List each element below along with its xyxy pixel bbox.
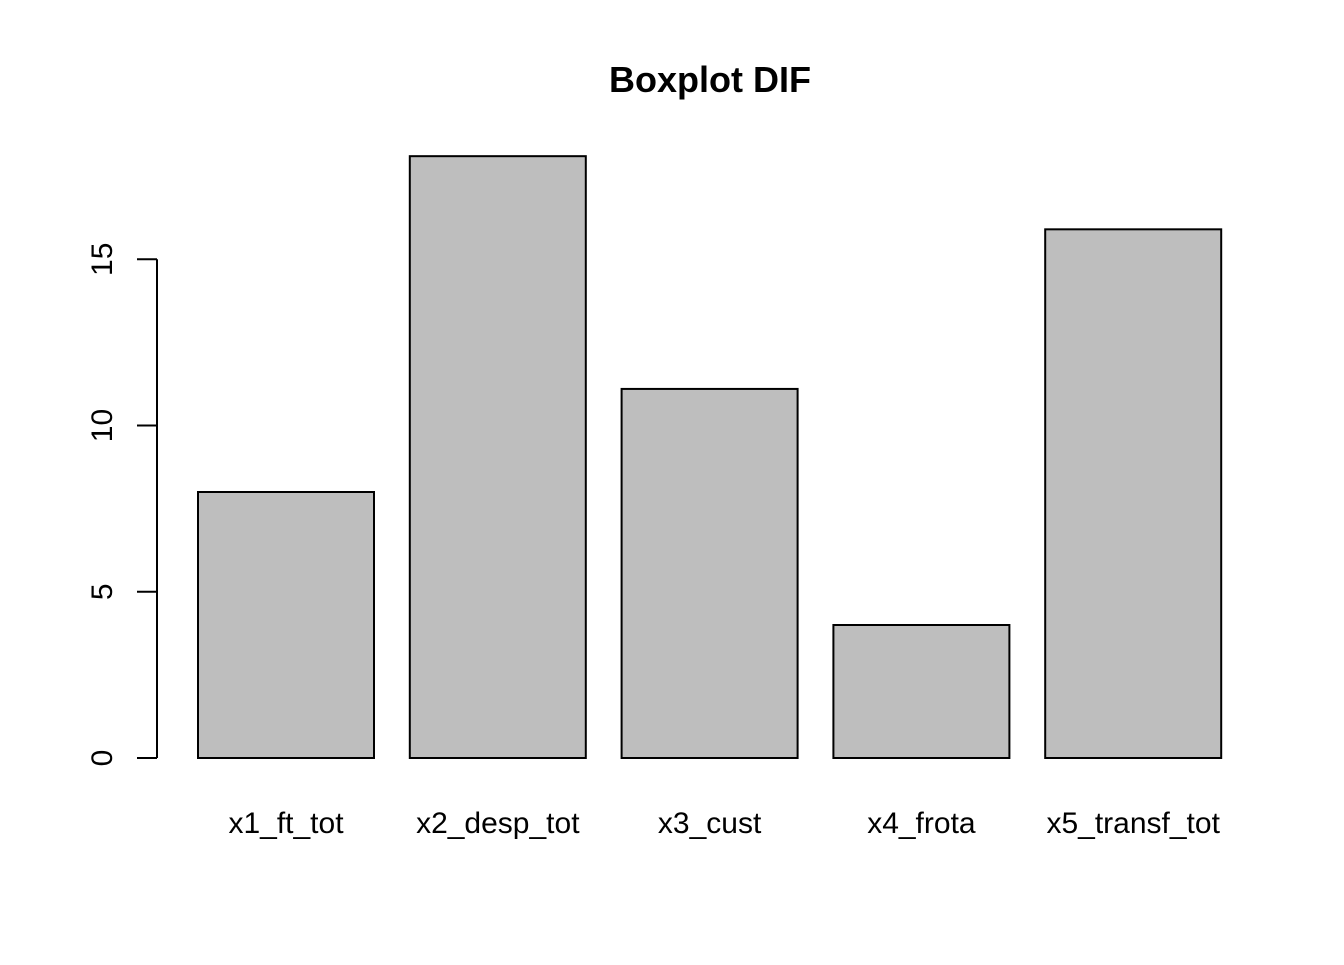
x-category-label: x5_transf_tot xyxy=(1046,807,1220,840)
bar-x4_frota xyxy=(832,624,1011,759)
y-tick-label: 10 xyxy=(86,409,119,442)
x-category-label: x2_desp_tot xyxy=(416,807,580,840)
x-category-label: x3_cust xyxy=(658,807,762,840)
bar-x1_ft_tot xyxy=(197,491,375,759)
bars xyxy=(197,155,1223,760)
bar-x5_transf_tot xyxy=(1044,228,1223,759)
y-tick-label: 5 xyxy=(86,583,119,600)
x-category-label: x1_ft_tot xyxy=(228,807,344,840)
bar-x2_desp_tot xyxy=(408,155,587,760)
y-tick-label: 0 xyxy=(86,750,119,767)
y-tick-label: 15 xyxy=(86,243,119,276)
chart-title: Boxplot DIF xyxy=(609,59,811,100)
bar-x3_cust xyxy=(620,387,799,759)
x-axis-labels: x1_ft_tot x2_desp_tot x3_cust x4_frota x5_tr… xyxy=(228,807,1220,840)
y-axis: 0 5 10 15 xyxy=(86,243,158,767)
x-category-label: x4_frota xyxy=(867,807,976,840)
